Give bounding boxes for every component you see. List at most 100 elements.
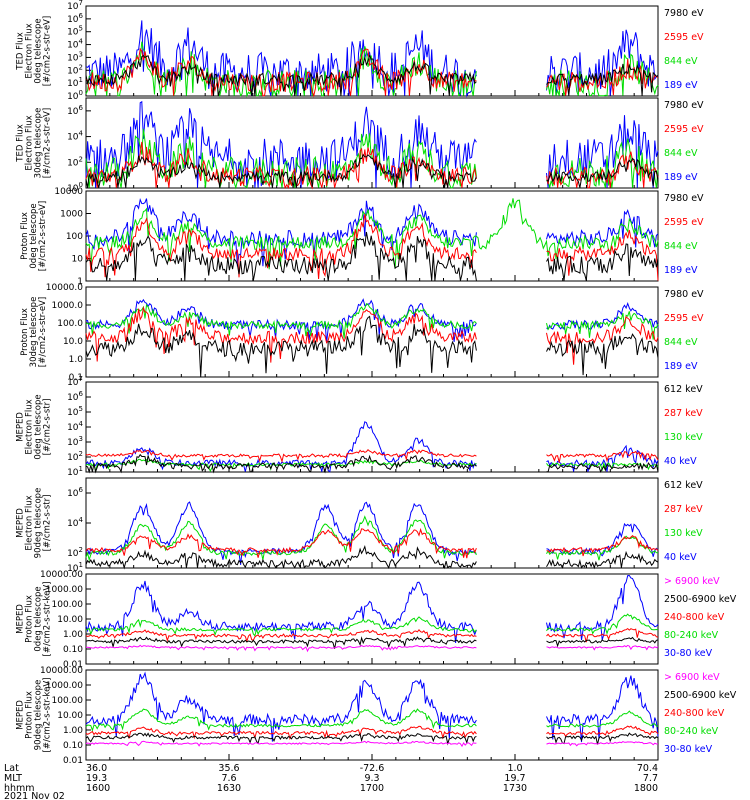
- x-axis-row-label: MLT: [4, 773, 22, 784]
- legend-entry: 844 eV: [664, 148, 698, 159]
- x-axis-value: 70.4: [637, 763, 658, 774]
- y-tick-label: 100.00: [52, 696, 84, 706]
- series-trace: [85, 198, 659, 270]
- y-axis-label: MEPED: [16, 508, 26, 538]
- y-tick-label: 104: [67, 38, 83, 51]
- y-tick-label: 104: [67, 130, 83, 143]
- x-axis-value: 9.3: [364, 773, 379, 784]
- y-tick-label: 1.0: [69, 355, 84, 365]
- series-trace: [85, 153, 659, 188]
- x-axis-value: 1700: [360, 783, 384, 794]
- y-tick-label: 10.0: [63, 337, 83, 347]
- y-axis-label: 30deg telescope: [34, 108, 44, 179]
- y-axis-label: [#/cm2-s-str]: [43, 495, 53, 552]
- series-trace: [85, 725, 659, 741]
- y-tick-label: 102: [67, 155, 83, 168]
- y-tick-label: 1000.00: [46, 585, 83, 595]
- panel-6: 101 102 104 106 MEPED Electron Flux 90deg tele…: [16, 477, 703, 574]
- y-tick-label: 104: [67, 420, 83, 433]
- y-axis-label: TED Flux: [16, 32, 26, 70]
- panel-7: 0.01 0.10 1.00 10.00 100.00 1000.00 10000.00 ME…: [16, 570, 737, 670]
- x-axis-value: 19.7: [504, 773, 525, 784]
- y-axis-label: [#/cm2-s-str-keV]: [43, 678, 53, 753]
- y-tick-label: 102: [67, 63, 83, 76]
- legend-entry: 287 keV: [664, 408, 703, 419]
- series-trace: [85, 53, 659, 96]
- y-tick-label: 1000.0: [52, 301, 84, 311]
- legend-entry: 240-800 keV: [664, 708, 725, 719]
- series-trace: [85, 302, 659, 340]
- y-tick-label: 0.10: [63, 645, 83, 655]
- y-tick-label: 1000.00: [46, 681, 83, 691]
- y-axis-label: [#/cm2-s-str]: [43, 399, 53, 456]
- y-tick-label: 10000.0: [46, 283, 83, 293]
- legend-entry: 844 eV: [664, 56, 698, 67]
- y-tick-label: 103: [67, 50, 83, 63]
- legend-entry: 2595 eV: [664, 217, 704, 228]
- legend-entry: 189 eV: [664, 265, 698, 276]
- y-axis-label: 0deg telescope: [34, 586, 44, 651]
- series-trace: [85, 740, 659, 748]
- y-axis-label: TED Flux: [16, 124, 26, 162]
- y-axis-label: [#/cm2-s-str-keV]: [43, 582, 53, 657]
- y-tick-label: 100: [67, 181, 83, 194]
- legend-entry: 130 keV: [664, 528, 703, 539]
- y-axis-label: [#/cm2-s-str-eV]: [43, 108, 53, 178]
- y-axis-label: Proton Flux: [20, 212, 30, 260]
- y-tick-label: 10000: [54, 187, 83, 197]
- x-axis-value: 7.7: [643, 773, 658, 784]
- y-tick-label: 100.00: [52, 600, 84, 610]
- y-tick-label: 106: [67, 104, 83, 117]
- plot-frame: [85, 669, 659, 761]
- legend-entry: 612 keV: [664, 384, 703, 395]
- y-tick-label: 1000: [60, 210, 83, 220]
- legend-entry: 40 keV: [664, 552, 697, 563]
- series-trace: [85, 197, 659, 267]
- x-axis-value: 1.0: [507, 763, 522, 774]
- legend-entry: 2595 eV: [664, 32, 704, 43]
- x-axis-value: 36.0: [86, 763, 107, 774]
- legend-entry: 30-80 keV: [664, 648, 713, 659]
- y-tick-label: 100: [66, 232, 83, 242]
- y-tick-label: 102: [67, 450, 83, 463]
- y-axis-label: 30deg telescope: [29, 297, 39, 368]
- y-tick-label: 10.00: [57, 615, 83, 625]
- y-tick-label: 0.01: [63, 756, 83, 766]
- y-axis-label: Electron Flux: [25, 23, 35, 78]
- legend-entry: 7980 eV: [664, 100, 704, 111]
- series-trace: [85, 544, 659, 570]
- legend-entry: 2500-6900 keV: [664, 690, 737, 701]
- legend-entry: > 6900 keV: [664, 672, 720, 683]
- legend-entry: 844 eV: [664, 337, 698, 348]
- y-axis-label: MEPED: [16, 412, 26, 442]
- y-tick-label: 1: [77, 277, 83, 287]
- legend-entry: > 6900 keV: [664, 576, 720, 587]
- series-trace: [85, 644, 659, 653]
- y-tick-label: 102: [67, 546, 83, 559]
- legend-entry: 40 keV: [664, 456, 697, 467]
- x-axis-value: 1730: [503, 783, 527, 794]
- panel-8: 0.01 0.10 1.00 10.00 100.00 1000.00 10000.00 ME…: [16, 666, 737, 766]
- x-axis-value: 1800: [634, 783, 658, 794]
- x-axis-value: -72.6: [360, 763, 385, 774]
- x-axis-row-label: Lat: [4, 763, 19, 774]
- y-tick-label: 10000.00: [40, 570, 83, 580]
- series-trace: [85, 636, 659, 649]
- plot-frame: [85, 573, 659, 665]
- series-trace: [85, 708, 659, 732]
- x-axis-value: 7.6: [221, 773, 236, 784]
- y-axis-label: [#/cm2-s-str-eV]: [38, 297, 48, 367]
- legend-entry: 7980 eV: [664, 289, 704, 300]
- y-axis-label: 90deg telescope: [34, 680, 44, 751]
- legend-entry: 189 eV: [664, 361, 698, 372]
- panel-4: 0.1 1.0 10.0 100.0 1000.0 10000.0 Proton Flux 3…: [20, 283, 704, 383]
- y-axis-label: Proton Flux: [20, 308, 30, 356]
- x-axis-value: 19.3: [86, 773, 107, 784]
- y-axis-label: Electron Flux: [25, 399, 35, 454]
- legend-entry: 612 keV: [664, 480, 703, 491]
- legend-entry: 2500-6900 keV: [664, 594, 737, 605]
- y-tick-label: 0.10: [63, 741, 83, 751]
- y-tick-label: 105: [67, 405, 83, 418]
